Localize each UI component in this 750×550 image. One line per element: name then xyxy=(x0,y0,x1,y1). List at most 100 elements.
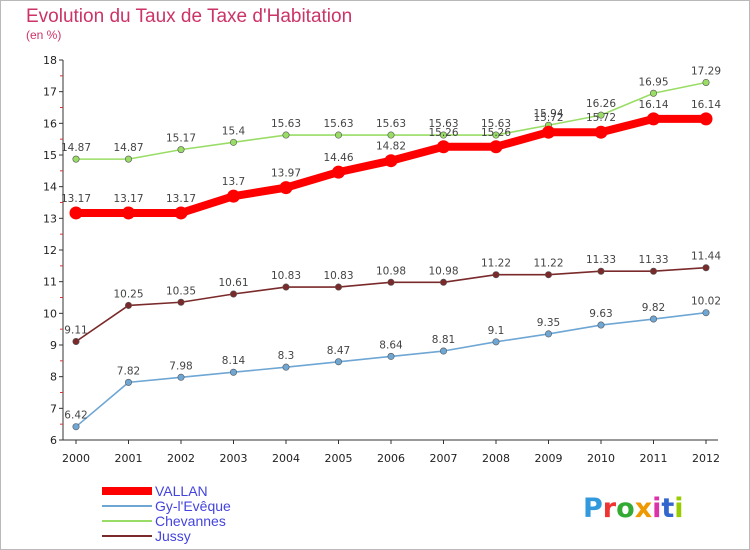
data-point-chevannes xyxy=(597,111,605,119)
data-label-gy-l-ev-que: 8.81 xyxy=(432,334,455,346)
data-label-chevannes: 15.63 xyxy=(481,118,511,130)
data-point-gy-l-ev-que xyxy=(597,321,605,329)
data-point-vallan xyxy=(332,165,345,179)
data-label-jussy: 11.33 xyxy=(638,254,668,266)
data-label-gy-l-ev-que: 6.42 xyxy=(64,410,87,422)
y-tick-label: 14 xyxy=(43,181,57,194)
data-label-gy-l-ev-que: 9.82 xyxy=(642,302,665,314)
data-point-gy-l-ev-que xyxy=(439,347,447,355)
logo-letter: x xyxy=(635,493,652,524)
x-tick-label: 2003 xyxy=(220,452,248,465)
data-label-gy-l-ev-que: 8.3 xyxy=(278,350,295,362)
data-label-jussy: 10.25 xyxy=(113,288,143,300)
data-label-jussy: 11.22 xyxy=(533,258,563,270)
x-tick-label: 2007 xyxy=(430,452,458,465)
chart-title: Evolution du Taux de Taxe d'Habitation xyxy=(26,6,353,27)
data-point-gy-l-ev-que xyxy=(72,423,80,431)
series-layer xyxy=(69,78,713,431)
data-point-vallan xyxy=(542,125,555,139)
data-label-chevannes: 16.26 xyxy=(586,98,616,110)
data-label-chevannes: 17.29 xyxy=(691,65,721,77)
proxiti-logo: Proxiti xyxy=(583,493,684,524)
data-point-gy-l-ev-que xyxy=(702,309,710,317)
logo-letter: o xyxy=(616,493,635,524)
data-label-vallan: 15.72 xyxy=(586,112,616,124)
series-jussy xyxy=(72,264,710,346)
data-point-jussy xyxy=(125,301,133,309)
data-point-vallan xyxy=(594,125,608,139)
y-tick-label: 13 xyxy=(43,212,57,225)
data-label-chevannes: 15.4 xyxy=(222,125,246,137)
data-label-vallan: 13.7 xyxy=(222,176,245,188)
x-tick-label: 2004 xyxy=(272,452,300,465)
data-label-chevannes: 15.63 xyxy=(376,118,406,130)
x-tick-label: 2000 xyxy=(62,452,90,465)
data-point-jussy xyxy=(230,290,238,298)
data-point-chevannes xyxy=(230,138,238,146)
y-tick-label: 7 xyxy=(50,402,57,415)
data-point-chevannes xyxy=(125,155,133,163)
data-label-jussy: 10.98 xyxy=(428,265,458,277)
data-labels: 6.42 7.82 7.98 8.14 8.3 8.47 8.64 8.81 9.1 9.35 9.… xyxy=(61,65,721,421)
data-label-vallan: 13.97 xyxy=(271,168,301,180)
logo-letter: P xyxy=(583,493,603,524)
data-label-chevannes: 14.87 xyxy=(113,142,143,154)
legend-item-vallan: VALLAN xyxy=(102,483,208,499)
data-label-vallan: 16.14 xyxy=(638,99,668,111)
data-label-vallan: 15.72 xyxy=(533,112,563,124)
x-tick-label: 2001 xyxy=(115,452,143,465)
y-tick-label: 18 xyxy=(43,54,57,67)
series-gy-l-ev-que xyxy=(72,309,710,431)
axes: 6 7 8 9 10 11 12 13 14 15 16 17 18 2000 2001 2002 2003 20… xyxy=(43,54,720,465)
data-label-chevannes: 15.63 xyxy=(271,118,301,130)
y-tick-label: 8 xyxy=(50,371,57,384)
data-point-gy-l-ev-que xyxy=(230,368,238,376)
data-point-jussy xyxy=(72,338,80,346)
data-label-gy-l-ev-que: 8.14 xyxy=(222,355,246,367)
data-point-jussy xyxy=(387,278,395,286)
data-label-chevannes: 15.94 xyxy=(533,108,563,120)
data-point-chevannes xyxy=(439,131,447,139)
data-label-gy-l-ev-que: 10.02 xyxy=(691,296,721,308)
data-label-chevannes: 15.63 xyxy=(323,118,353,130)
data-label-jussy: 10.35 xyxy=(166,285,196,297)
data-point-gy-l-ev-que xyxy=(334,358,342,366)
legend-item-chevannes: Chevannes xyxy=(102,513,226,529)
data-point-vallan xyxy=(279,181,293,195)
logo-letter: r xyxy=(603,493,617,524)
logo-letter: i xyxy=(674,493,683,524)
x-tick-label: 2008 xyxy=(482,452,510,465)
data-point-gy-l-ev-que xyxy=(125,378,133,386)
data-label-chevannes: 14.87 xyxy=(61,142,91,154)
data-point-vallan xyxy=(174,206,188,220)
x-tick-label: 2010 xyxy=(587,452,615,465)
data-point-gy-l-ev-que xyxy=(387,352,395,360)
y-tick-label: 16 xyxy=(43,117,57,130)
data-point-jussy xyxy=(334,283,342,291)
data-point-jussy xyxy=(439,278,447,286)
data-point-vallan xyxy=(699,112,713,126)
data-point-jussy xyxy=(282,283,290,291)
data-point-jussy xyxy=(597,267,605,275)
x-tick-label: 2012 xyxy=(692,452,720,465)
data-label-gy-l-ev-que: 7.82 xyxy=(117,365,140,377)
data-label-vallan: 14.46 xyxy=(323,152,353,164)
logo-letter: i xyxy=(652,493,661,524)
data-point-chevannes xyxy=(334,131,342,139)
data-label-chevannes: 15.17 xyxy=(166,133,196,145)
data-point-vallan xyxy=(227,189,240,203)
data-label-vallan: 13.17 xyxy=(113,193,143,205)
data-label-jussy: 10.98 xyxy=(376,265,406,277)
data-label-jussy: 11.22 xyxy=(481,258,511,270)
data-label-vallan: 15.26 xyxy=(428,127,458,139)
x-tick-label: 2002 xyxy=(167,452,195,465)
data-point-jussy xyxy=(492,271,500,279)
data-point-chevannes xyxy=(387,131,395,139)
legend-item-gy-l-ev-que: Gy-l'Evêque xyxy=(102,498,231,514)
chart-subtitle: (en %) xyxy=(26,28,62,42)
data-point-gy-l-ev-que xyxy=(177,373,185,381)
data-point-vallan xyxy=(437,140,450,154)
